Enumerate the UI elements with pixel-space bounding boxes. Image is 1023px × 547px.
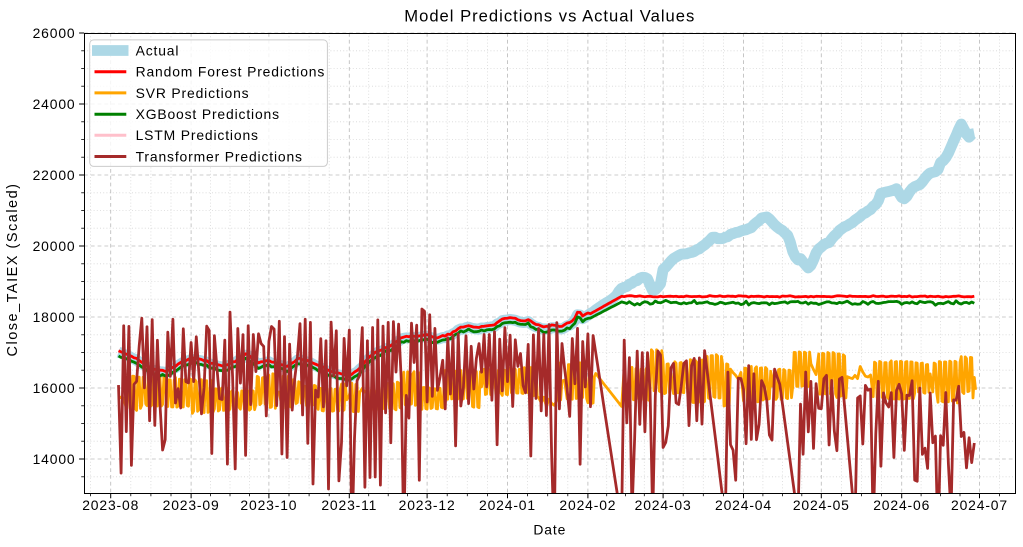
svg-text:2023-09: 2023-09 <box>163 497 220 513</box>
svg-text:Actual: Actual <box>136 42 180 58</box>
svg-text:2024-04: 2024-04 <box>715 497 772 513</box>
svg-text:22000: 22000 <box>33 167 76 183</box>
svg-text:Model Predictions vs Actual Va: Model Predictions vs Actual Values <box>404 6 695 25</box>
svg-text:SVR Predictions: SVR Predictions <box>136 85 250 101</box>
svg-text:2023-08: 2023-08 <box>82 497 139 513</box>
svg-text:2023-10: 2023-10 <box>240 497 297 513</box>
svg-text:Transformer Predictions: Transformer Predictions <box>136 148 303 164</box>
svg-text:2024-05: 2024-05 <box>793 497 850 513</box>
svg-text:LSTM Predictions: LSTM Predictions <box>136 127 259 143</box>
svg-text:16000: 16000 <box>33 380 76 396</box>
svg-text:26000: 26000 <box>33 25 76 41</box>
svg-text:Close_TAIEX (Scaled): Close_TAIEX (Scaled) <box>5 183 21 357</box>
svg-text:18000: 18000 <box>33 309 76 325</box>
svg-text:2024-07: 2024-07 <box>951 497 1008 513</box>
svg-text:14000: 14000 <box>33 451 76 467</box>
svg-text:Date: Date <box>533 522 566 538</box>
svg-text:2024-03: 2024-03 <box>635 497 692 513</box>
svg-text:20000: 20000 <box>33 238 76 254</box>
svg-text:24000: 24000 <box>33 96 76 112</box>
svg-text:2024-01: 2024-01 <box>479 497 536 513</box>
svg-text:2024-02: 2024-02 <box>559 497 616 513</box>
svg-text:2023-12: 2023-12 <box>399 497 456 513</box>
svg-text:Random Forest Predictions: Random Forest Predictions <box>136 64 326 80</box>
svg-text:2023-11: 2023-11 <box>321 497 377 513</box>
svg-text:XGBoost Predictions: XGBoost Predictions <box>136 106 280 122</box>
svg-text:2024-06: 2024-06 <box>873 497 930 513</box>
